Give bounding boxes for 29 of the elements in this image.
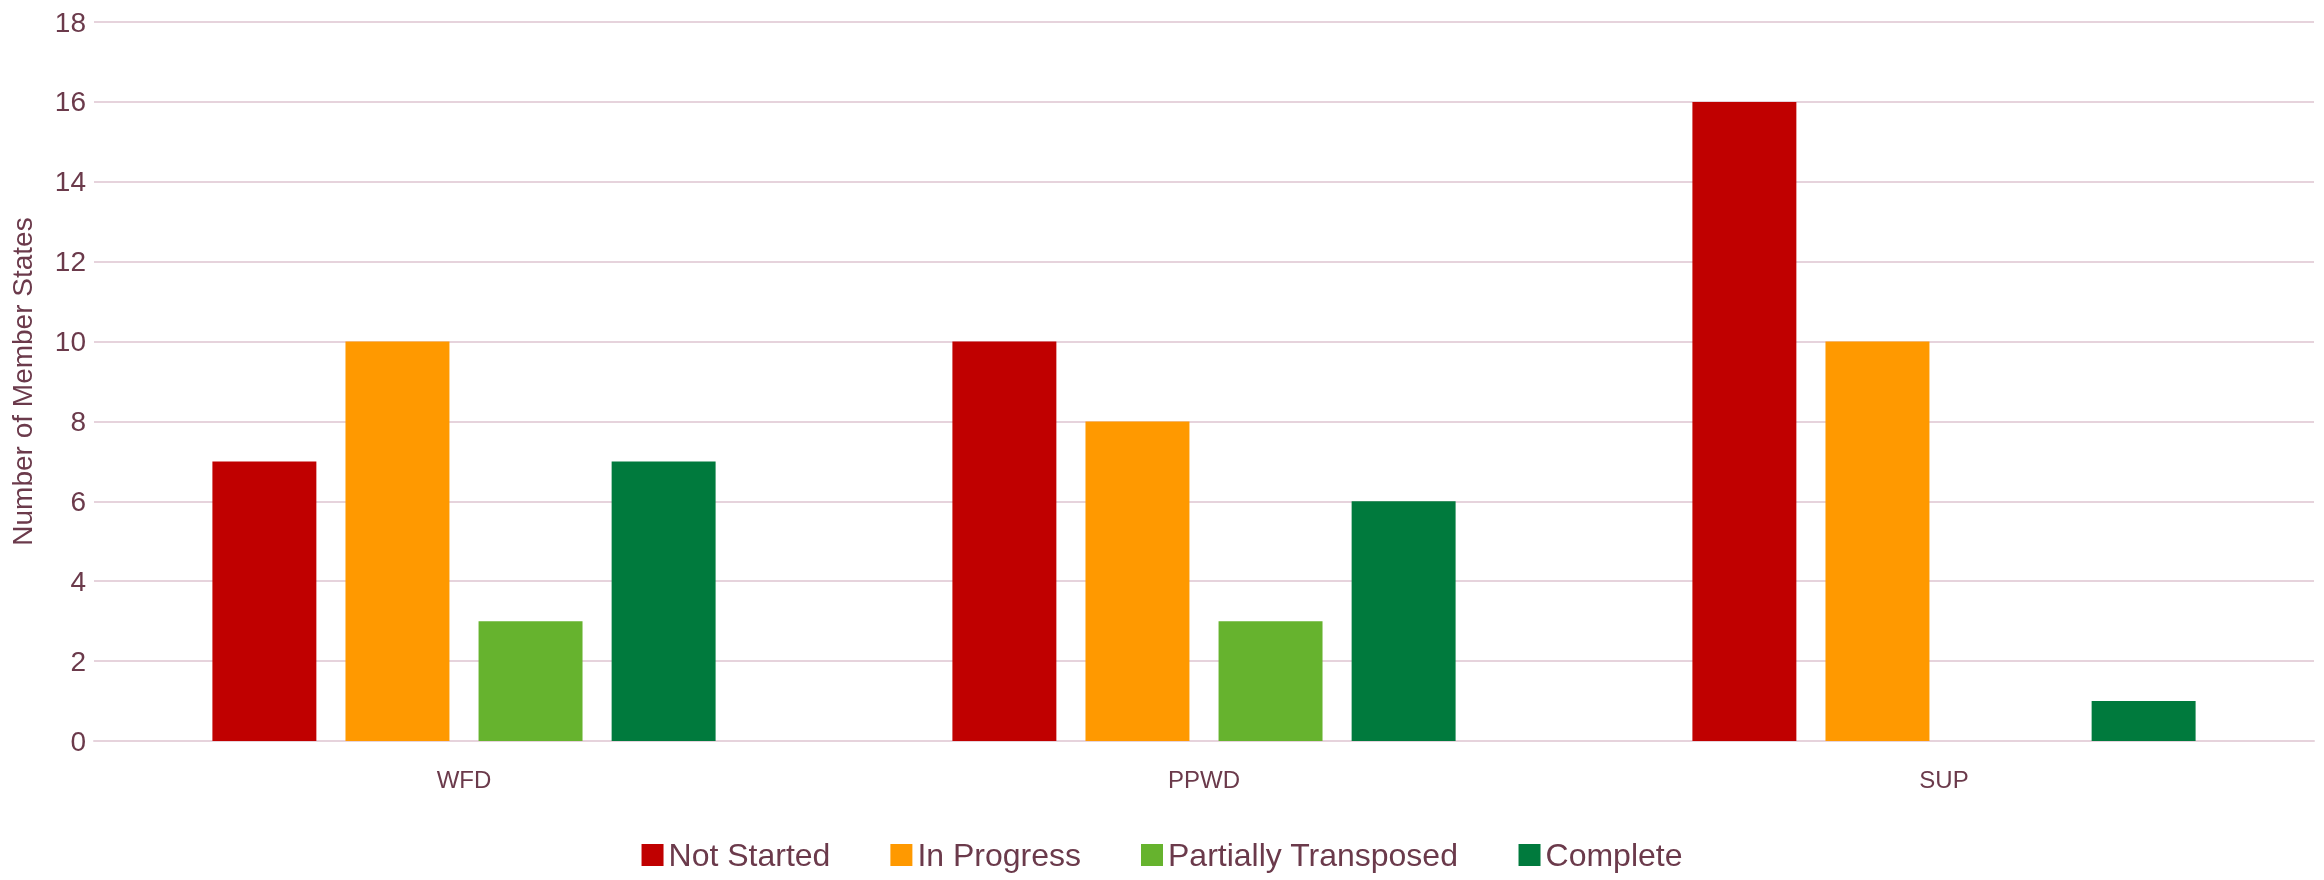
y-tick-label: 18 bbox=[54, 6, 86, 38]
x-tick-label: WFD bbox=[436, 765, 492, 793]
bar bbox=[1218, 621, 1323, 741]
bar bbox=[1825, 341, 1930, 741]
legend-label: Not Started bbox=[668, 837, 831, 873]
y-tick-label: 12 bbox=[54, 246, 86, 278]
bar bbox=[1692, 101, 1797, 741]
legend-label: In Progress bbox=[917, 837, 1082, 873]
y-tick-label: 14 bbox=[54, 166, 86, 198]
y-tick-label: 4 bbox=[70, 565, 86, 597]
bar bbox=[212, 461, 317, 741]
y-tick-label: 0 bbox=[70, 725, 86, 757]
y-tick-label: 2 bbox=[70, 645, 86, 677]
x-tick-label: SUP bbox=[1919, 765, 1969, 793]
bar bbox=[952, 341, 1057, 741]
y-tick-label: 16 bbox=[54, 86, 86, 118]
y-tick-label: 10 bbox=[54, 326, 86, 358]
bar bbox=[611, 461, 716, 741]
bar bbox=[1085, 421, 1190, 741]
legend-label: Partially Transposed bbox=[1168, 837, 1458, 873]
y-axis-title: Number of Member States bbox=[6, 217, 38, 546]
bar bbox=[2091, 701, 2196, 741]
x-tick-label: PPWD bbox=[1168, 765, 1240, 793]
bar bbox=[1351, 501, 1456, 741]
legend-label: Complete bbox=[1545, 837, 1683, 873]
bar bbox=[478, 621, 583, 741]
bar bbox=[345, 341, 450, 741]
y-tick-label: 6 bbox=[70, 485, 86, 517]
y-tick-label: 8 bbox=[70, 405, 86, 437]
